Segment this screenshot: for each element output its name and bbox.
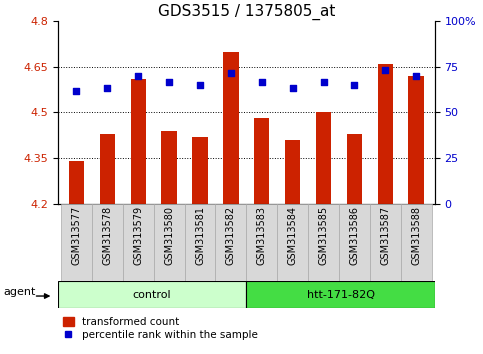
Bar xyxy=(192,137,208,204)
Bar xyxy=(246,281,435,308)
Bar xyxy=(401,204,432,281)
Point xyxy=(165,79,173,85)
Bar xyxy=(277,204,308,281)
Bar xyxy=(254,119,270,204)
Point xyxy=(196,82,204,88)
Bar xyxy=(61,204,92,281)
Text: GSM313587: GSM313587 xyxy=(380,206,390,265)
Point xyxy=(412,73,420,79)
Bar xyxy=(130,79,146,204)
Bar xyxy=(185,204,215,281)
Point xyxy=(289,85,297,91)
Bar xyxy=(58,281,246,308)
Point xyxy=(227,70,235,76)
Bar xyxy=(92,204,123,281)
Bar xyxy=(347,134,362,204)
Bar xyxy=(223,52,239,204)
Text: GSM313588: GSM313588 xyxy=(411,206,421,265)
Bar xyxy=(215,204,246,281)
Text: GSM313584: GSM313584 xyxy=(288,206,298,265)
Bar xyxy=(285,140,300,204)
Text: GSM313581: GSM313581 xyxy=(195,206,205,265)
Bar xyxy=(370,204,401,281)
Bar xyxy=(154,204,185,281)
Text: GSM313585: GSM313585 xyxy=(318,206,328,265)
Text: GSM313586: GSM313586 xyxy=(349,206,359,265)
Point xyxy=(72,88,80,94)
Text: control: control xyxy=(133,290,171,300)
Bar xyxy=(316,113,331,204)
Point xyxy=(103,85,111,91)
Text: GSM313580: GSM313580 xyxy=(164,206,174,265)
Bar xyxy=(339,204,370,281)
Point xyxy=(320,79,327,85)
Bar xyxy=(69,161,84,204)
Point xyxy=(134,73,142,79)
Text: agent: agent xyxy=(3,287,35,297)
Bar xyxy=(378,64,393,204)
Bar xyxy=(409,76,424,204)
Bar xyxy=(99,134,115,204)
Text: GSM313583: GSM313583 xyxy=(257,206,267,265)
Legend: transformed count, percentile rank within the sample: transformed count, percentile rank withi… xyxy=(63,317,258,340)
Bar xyxy=(308,204,339,281)
Text: GSM313578: GSM313578 xyxy=(102,206,113,265)
Text: GSM313579: GSM313579 xyxy=(133,206,143,265)
Bar xyxy=(123,204,154,281)
Text: GSM313577: GSM313577 xyxy=(71,206,82,265)
Point xyxy=(382,67,389,73)
Point xyxy=(351,82,358,88)
Text: htt-171-82Q: htt-171-82Q xyxy=(307,290,374,300)
Title: GDS3515 / 1375805_at: GDS3515 / 1375805_at xyxy=(157,4,335,20)
Bar xyxy=(161,131,177,204)
Text: GSM313582: GSM313582 xyxy=(226,206,236,265)
Point xyxy=(258,79,266,85)
Bar xyxy=(246,204,277,281)
